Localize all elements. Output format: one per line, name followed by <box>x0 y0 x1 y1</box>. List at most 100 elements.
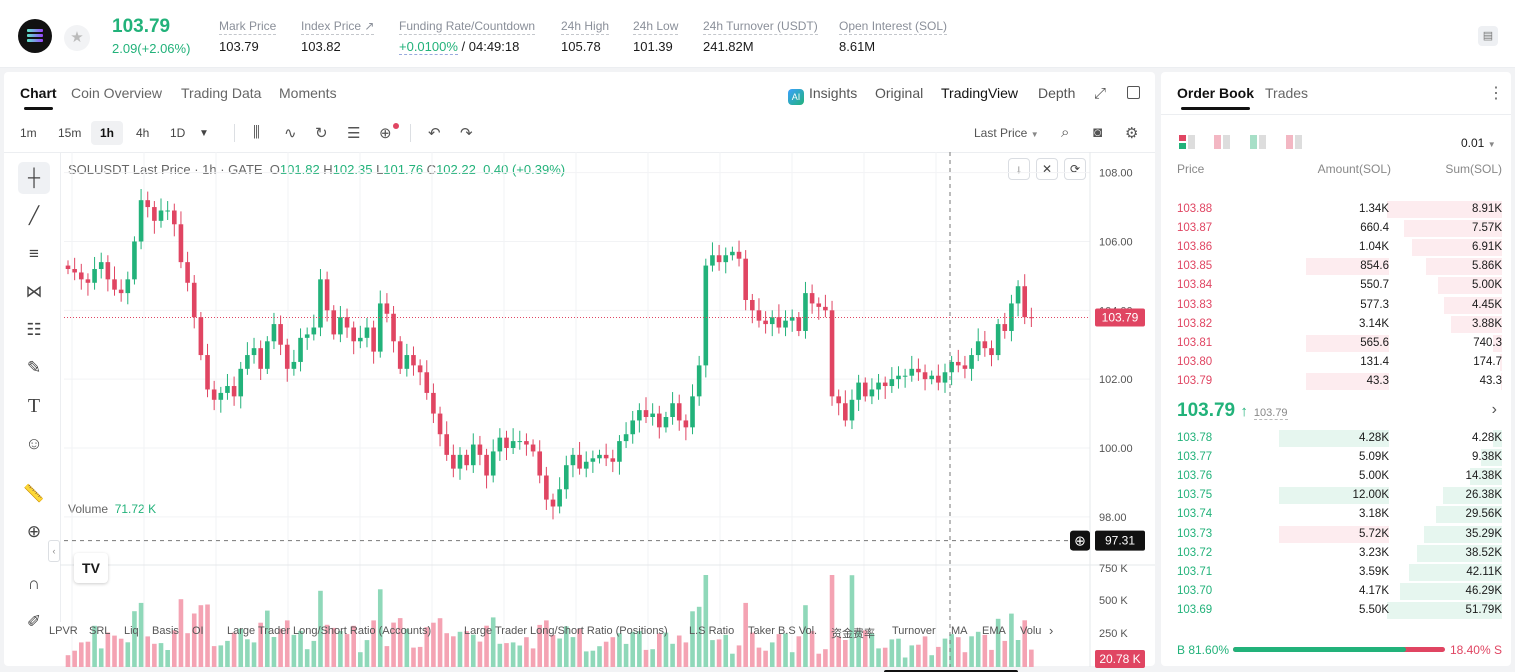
scroll-down-icon[interactable]: ↓ <box>1008 158 1030 180</box>
ind-ma[interactable]: MA <box>951 625 968 637</box>
insights-button[interactable]: AI Insights <box>788 85 857 105</box>
add-indicator-icon[interactable]: ⊕ <box>379 123 399 142</box>
fib-tool-icon[interactable]: ☷ <box>26 320 42 339</box>
ruler-tool-icon[interactable]: 📏 <box>23 484 45 503</box>
original-view-button[interactable]: Original <box>875 85 924 101</box>
tradingview-view-button[interactable]: TradingView <box>941 85 1019 101</box>
ind-volume[interactable]: Volu <box>1020 625 1042 637</box>
ind-lpvr[interactable]: LPVR <box>49 625 78 637</box>
ind-ls-ratio[interactable]: L.S Ratio <box>689 625 735 637</box>
bid-row[interactable]: 103.69 5.50K 51.79K <box>1161 601 1511 620</box>
bid-row[interactable]: 103.74 3.18K 29.56K <box>1161 505 1511 524</box>
ask-sum: 5.86K <box>1471 260 1502 273</box>
timeframe-4h[interactable]: 4h <box>136 126 150 140</box>
ind-ema[interactable]: EMA <box>982 625 1006 637</box>
ask-row[interactable]: 103.82 3.14K 3.88K <box>1161 315 1511 334</box>
refresh-icon[interactable]: ⟳ <box>1064 158 1086 180</box>
collapse-arrows-icon[interactable]: ✕ <box>1036 158 1058 180</box>
layout-asks-icon[interactable] <box>1286 135 1302 149</box>
layout-icon[interactable] <box>1127 86 1140 99</box>
tab-trading-data[interactable]: Trading Data <box>181 85 262 101</box>
horizontal-lines-tool-icon[interactable]: ≡ <box>29 244 39 263</box>
ind-lt-accounts[interactable]: Large Trader Long/Short Ratio (Accounts) <box>227 625 432 637</box>
favorite-star-icon[interactable]: ★ <box>64 25 90 51</box>
ind-funding-rate[interactable]: 资金费率 <box>831 628 875 640</box>
candle-body <box>803 293 808 331</box>
bid-row[interactable]: 103.73 5.72K 35.29K <box>1161 525 1511 544</box>
ind-oi[interactable]: OI <box>192 625 204 637</box>
pencil-tool-icon[interactable]: ✐ <box>26 612 42 631</box>
ind-liq[interactable]: Liq <box>124 625 139 637</box>
stat-index-price[interactable]: Index Price ↗ 103.82 <box>301 19 375 54</box>
text-tool-icon[interactable]: T <box>27 395 41 417</box>
precision-select[interactable]: 0.01 ▼ <box>1461 136 1496 150</box>
volume-bar <box>623 643 629 667</box>
replay-icon[interactable]: ↻ <box>315 125 328 142</box>
ask-row[interactable]: 103.81 565.6 740.3 <box>1161 334 1511 353</box>
ask-row[interactable]: 103.83 577.3 4.45K <box>1161 296 1511 315</box>
ind-lt-positions[interactable]: Large Trader Long/Short Ratio (Positions… <box>464 625 668 637</box>
search-icon[interactable]: ⌕ <box>1061 124 1070 141</box>
bid-row[interactable]: 103.72 3.23K 38.52K <box>1161 544 1511 563</box>
layout-split-icon[interactable] <box>1214 135 1230 149</box>
bid-row[interactable]: 103.70 4.17K 46.29K <box>1161 582 1511 601</box>
layout-both-icon[interactable] <box>1179 135 1195 149</box>
volume-bar <box>331 627 337 667</box>
tab-trades[interactable]: Trades <box>1265 85 1309 101</box>
timeframe-15m[interactable]: 15m <box>58 126 82 140</box>
ask-row[interactable]: 103.85 854.6 5.86K <box>1161 257 1511 276</box>
timeframe-1m[interactable]: 1m <box>20 126 37 140</box>
zoom-tool-icon[interactable]: ⊕ <box>26 522 42 541</box>
indicators-icon[interactable]: ∿ <box>284 125 297 142</box>
tab-coin-overview[interactable]: Coin Overview <box>71 85 163 101</box>
more-options-icon[interactable]: ⋮ <box>1488 85 1504 102</box>
ind-taker-vol[interactable]: Taker B.S Vol. <box>748 625 818 637</box>
undo-icon[interactable]: ↶ <box>428 125 441 142</box>
bid-row[interactable]: 103.77 5.09K 9.38K <box>1161 448 1511 467</box>
magnet-tool-icon[interactable]: ∩ <box>27 574 41 593</box>
price-type-select[interactable]: Last Price ▼ <box>974 126 1039 140</box>
candle-body <box>537 451 543 476</box>
ask-row[interactable]: 103.88 1.34K 8.91K <box>1161 200 1511 219</box>
bid-row[interactable]: 103.78 4.28K 4.28K <box>1161 429 1511 448</box>
tab-moments[interactable]: Moments <box>279 85 337 101</box>
candle-body <box>776 317 782 328</box>
book-icon[interactable]: ▤ <box>1478 26 1498 46</box>
timeframe-dropdown-icon[interactable]: ▼ <box>199 128 209 139</box>
ask-row[interactable]: 103.87 660.4 7.57K <box>1161 219 1511 238</box>
chevron-right-icon[interactable]: › <box>1491 401 1497 418</box>
crosshair-tool-icon[interactable]: ┼ <box>18 162 50 194</box>
candle-body <box>132 241 137 280</box>
ind-basis[interactable]: Basis <box>152 625 179 637</box>
ask-row[interactable]: 103.84 550.7 5.00K <box>1161 276 1511 295</box>
ind-srl[interactable]: SRL <box>89 625 111 637</box>
candle-type-icon[interactable]: ⫼ <box>253 124 260 141</box>
tab-order-book[interactable]: Order Book <box>1177 85 1255 110</box>
ind-turnover[interactable]: Turnover <box>892 625 936 637</box>
timeframe-1h[interactable]: 1h <box>91 121 124 145</box>
brush-tool-icon[interactable]: ✎ <box>26 358 42 377</box>
pattern-tool-icon[interactable]: ⋈ <box>25 282 43 301</box>
gear-icon[interactable]: ⚙ <box>1125 125 1139 142</box>
candle-body <box>377 303 383 352</box>
ask-row[interactable]: 103.86 1.04K 6.91K <box>1161 238 1511 257</box>
bid-row[interactable]: 103.71 3.59K 42.11K <box>1161 563 1511 582</box>
redo-icon[interactable]: ↷ <box>460 125 473 142</box>
settings-list-icon[interactable]: ☰ <box>347 125 361 142</box>
layout-bids-icon[interactable] <box>1250 135 1266 149</box>
tab-chart[interactable]: Chart <box>20 85 57 110</box>
camera-icon[interactable]: ◙ <box>1093 124 1103 141</box>
ask-row[interactable]: 103.80 131.4 174.7 <box>1161 353 1511 372</box>
expand-icon[interactable]: ⤢ <box>1094 85 1107 102</box>
bid-row[interactable]: 103.75 12.00K 26.38K <box>1161 486 1511 505</box>
ask-row[interactable]: 103.79 43.3 43.3 <box>1161 372 1511 391</box>
emoji-tool-icon[interactable]: ☺ <box>25 434 43 453</box>
more-indicators-icon[interactable]: › <box>1049 623 1054 638</box>
collapse-toolbar-icon[interactable]: ‹ <box>48 540 60 562</box>
timeframe-1d[interactable]: 1D <box>170 126 186 140</box>
candle-body <box>942 372 948 383</box>
trend-line-tool-icon[interactable]: ╱ <box>28 206 40 225</box>
bid-row[interactable]: 103.76 5.00K 14.38K <box>1161 467 1511 486</box>
depth-view-button[interactable]: Depth <box>1038 85 1076 101</box>
